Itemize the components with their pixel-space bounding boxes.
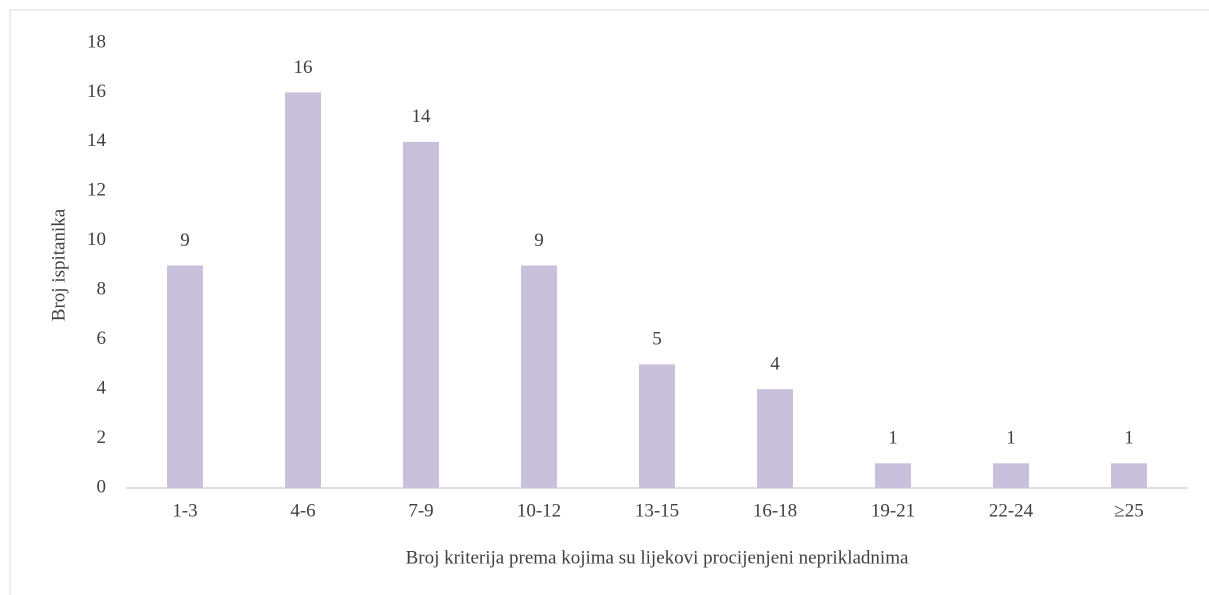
y-tick-label: 18 bbox=[87, 31, 106, 52]
y-tick-label: 6 bbox=[97, 328, 107, 349]
bar bbox=[167, 265, 203, 488]
x-tick-label: 7-9 bbox=[408, 500, 433, 521]
y-tick-label: 8 bbox=[97, 279, 107, 300]
bar bbox=[1111, 463, 1147, 488]
data-label: 16 bbox=[294, 57, 313, 78]
y-axis-label: Broj ispitanika bbox=[48, 208, 69, 321]
x-tick-label: 1-3 bbox=[172, 500, 197, 521]
data-label: 14 bbox=[412, 106, 432, 127]
bar bbox=[521, 265, 557, 488]
bar bbox=[639, 364, 675, 488]
bar bbox=[403, 141, 439, 488]
x-tick-label: 10-12 bbox=[517, 500, 561, 521]
x-tick-label: ≥25 bbox=[1114, 500, 1143, 521]
data-label: 9 bbox=[180, 230, 190, 251]
y-tick-label: 4 bbox=[97, 377, 107, 398]
y-tick-label: 0 bbox=[97, 476, 107, 497]
y-tick-label: 10 bbox=[87, 229, 106, 250]
x-tick-label: 13-15 bbox=[635, 500, 679, 521]
x-tick-label: 16-18 bbox=[753, 500, 797, 521]
bar bbox=[757, 389, 793, 488]
x-axis-label: Broj kriterija prema kojima su lijekovi … bbox=[406, 547, 909, 568]
chart-border bbox=[9, 9, 1209, 595]
bar bbox=[285, 92, 321, 488]
data-label: 1 bbox=[1124, 428, 1134, 449]
data-label: 1 bbox=[1006, 428, 1016, 449]
data-label: 5 bbox=[652, 329, 662, 350]
y-tick-label: 14 bbox=[87, 130, 107, 151]
data-label: 9 bbox=[534, 230, 544, 251]
y-tick-label: 16 bbox=[87, 81, 106, 102]
y-tick-label: 2 bbox=[97, 427, 107, 448]
y-tick-label: 12 bbox=[87, 180, 106, 201]
x-tick-label: 19-21 bbox=[871, 500, 915, 521]
bar bbox=[875, 463, 911, 488]
x-tick-label: 4-6 bbox=[290, 500, 315, 521]
x-tick-label: 22-24 bbox=[989, 500, 1034, 521]
data-label: 4 bbox=[770, 353, 780, 374]
data-label: 1 bbox=[888, 428, 898, 449]
bar bbox=[993, 463, 1029, 488]
